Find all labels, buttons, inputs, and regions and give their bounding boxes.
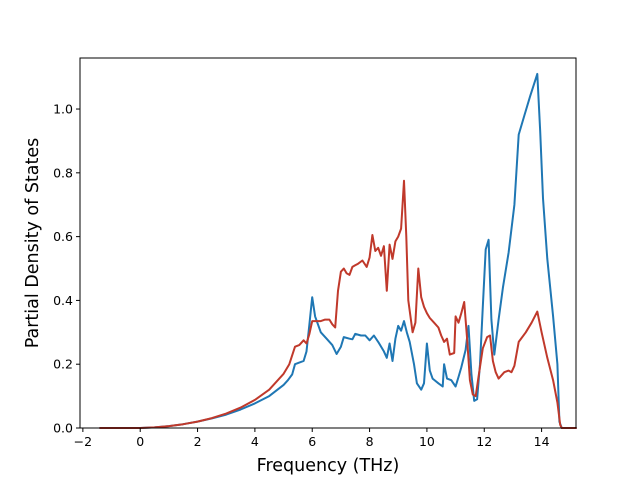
- y-tick-label: 0.0: [53, 421, 73, 436]
- x-tick-label: 2: [194, 434, 202, 449]
- x-tick-label: 8: [366, 434, 374, 449]
- y-tick-label: 0.8: [53, 165, 73, 180]
- series-line-2: [99, 179, 577, 429]
- ticks-layer: −2 0 2 4 6 8 10 12 14 0.0 0.2 0.4 0.6 0.8 1.0: [53, 102, 549, 449]
- x-tick-label: 12: [476, 434, 492, 449]
- series-layer: [99, 72, 577, 429]
- plot-frame: [79, 57, 577, 429]
- x-tick-label: 0: [136, 434, 144, 449]
- x-tick-label: 14: [534, 434, 550, 449]
- y-tick-label: 0.6: [53, 229, 73, 244]
- x-tick-label: −2: [74, 434, 92, 449]
- y-tick-label: 1.0: [53, 102, 73, 117]
- y-tick-label: 0.4: [53, 293, 73, 308]
- x-tick-label: 4: [251, 434, 259, 449]
- x-tick-label: 6: [308, 434, 316, 449]
- x-axis-label: Frequency (THz): [257, 456, 400, 476]
- x-tick-label: 10: [419, 434, 435, 449]
- series-line-1: [99, 72, 577, 429]
- y-tick-label: 0.2: [53, 357, 73, 372]
- y-axis-label: Partial Density of States: [23, 138, 43, 349]
